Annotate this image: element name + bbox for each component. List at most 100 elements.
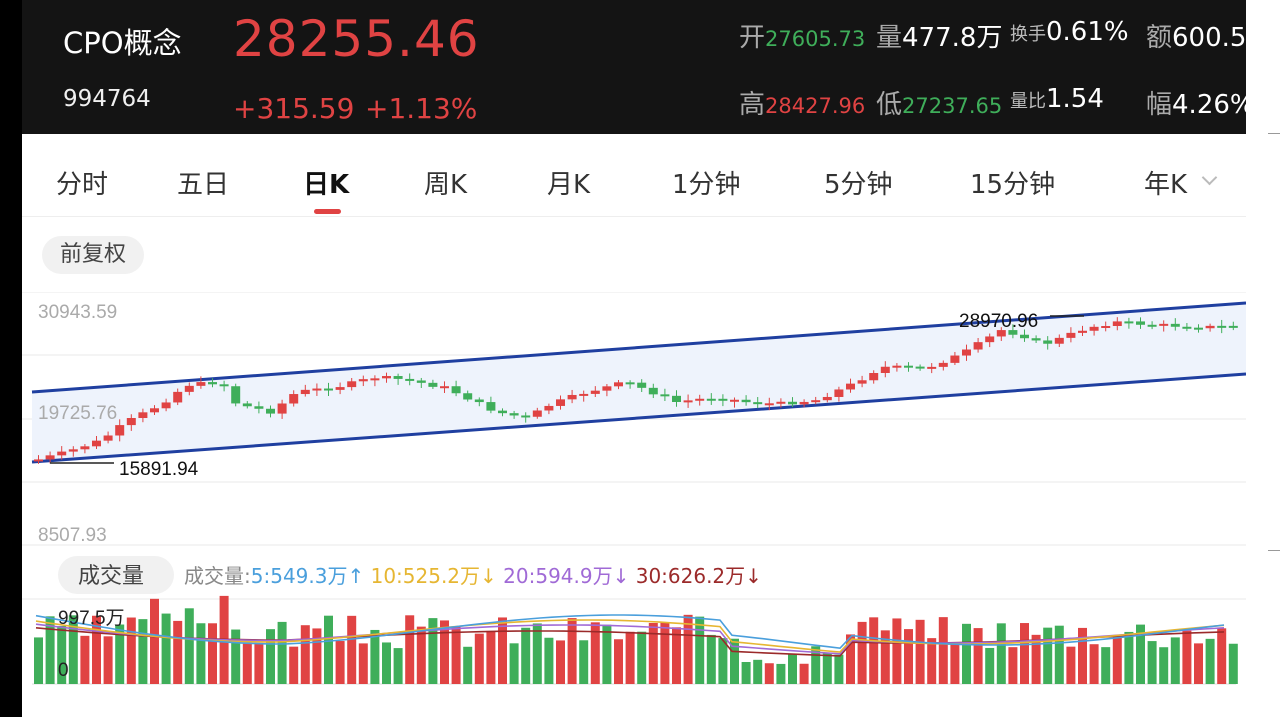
volume-bar: [834, 654, 844, 684]
volume-bar: [277, 621, 287, 684]
y-axis-label: 19725.76: [38, 403, 117, 424]
volume-bar: [1182, 630, 1192, 684]
candle: [1194, 327, 1203, 330]
amount-label: 额: [1146, 23, 1173, 53]
candle: [904, 365, 913, 368]
candle: [1159, 323, 1169, 326]
candle: [80, 446, 90, 450]
scrollbar[interactable]: [1246, 0, 1280, 717]
volume-bar: [753, 659, 763, 684]
candle: [730, 399, 739, 402]
volume-bar: [579, 640, 589, 684]
ma10-line: [35, 619, 1225, 653]
volume-bar: [405, 615, 415, 684]
candle: [927, 366, 937, 369]
candle: [614, 382, 623, 387]
volume-max-label: 997.5万: [58, 608, 125, 629]
candle: [1031, 338, 1041, 341]
volume-bar: [788, 653, 797, 684]
volume-bar: [660, 622, 670, 684]
tab-intraday[interactable]: 分时: [56, 170, 109, 200]
candle: [892, 365, 902, 368]
volume-bar: [776, 663, 786, 684]
volume-bar: [625, 631, 635, 684]
candle: [985, 336, 995, 343]
tab-daily-k[interactable]: 日K: [303, 170, 350, 200]
candle: [625, 382, 635, 385]
candle: [753, 402, 763, 405]
tab-yearly-k[interactable]: 年K: [1144, 170, 1188, 200]
volume-bar: [254, 642, 264, 684]
channel-upper-line: [31, 301, 1246, 394]
candle: [556, 399, 565, 406]
tab-5min[interactable]: 5分钟: [824, 170, 893, 200]
volume-bar: [382, 642, 391, 684]
stat-amount: 额600.5: [1146, 17, 1246, 54]
tab-monthly-k[interactable]: 月K: [547, 170, 591, 200]
candle: [92, 440, 101, 447]
volume-bar: [1043, 627, 1053, 684]
volume-bar: [672, 627, 681, 684]
volume-bar: [904, 629, 913, 684]
stat-high: 高28427.96: [739, 84, 865, 121]
candle: [289, 394, 299, 404]
min-price-label: 15891.94: [119, 459, 199, 480]
amplitude-value: 4.26%: [1172, 90, 1246, 120]
candle: [695, 398, 705, 401]
scroll-tick: [1268, 133, 1280, 134]
quote-header: CPO概念 994764 28255.46 +315.59 +1.13% 开27…: [22, 0, 1246, 134]
candle: [324, 388, 333, 391]
candle: [579, 393, 589, 396]
candle: [231, 386, 241, 404]
candle: [486, 402, 496, 411]
volume-legend: 成交量:5:549.3万↑ 10:525.2万↓ 20:594.9万↓ 30:6…: [184, 564, 762, 588]
candle: [660, 394, 670, 397]
chart-area[interactable]: 30943.59 19725.76 8507.93 28970.96 15891.94 成…: [22, 291, 1246, 712]
candle: [915, 366, 925, 369]
tab-five-day[interactable]: 五日: [177, 170, 230, 200]
candle: [672, 395, 681, 402]
candle: [103, 435, 113, 441]
volume-bar: [648, 622, 658, 684]
volume-bar: [869, 617, 879, 684]
volume-bar: [683, 614, 693, 684]
vol-ratio-label: 量比: [1010, 91, 1046, 112]
tab-weekly-k[interactable]: 周K: [424, 170, 468, 200]
volume-value: 477.8万: [902, 23, 1003, 53]
candle: [266, 408, 275, 414]
volume-bar: [1101, 647, 1111, 684]
ma20-line: [35, 623, 1225, 655]
ma5-line: [35, 614, 1225, 650]
stat-open: 开27605.73: [739, 17, 865, 54]
candle: [393, 376, 403, 379]
volume-legend-item: 30:626.2万↓: [629, 564, 762, 588]
volume-legend-item: 成交量:: [184, 564, 251, 588]
adjust-button[interactable]: 前复权: [42, 236, 145, 274]
volume-bar: [138, 619, 148, 684]
candle: [811, 400, 821, 403]
open-value: 27605.73: [765, 27, 866, 51]
candle: [590, 390, 600, 394]
stock-app: CPO概念 994764 28255.46 +315.59 +1.13% 开27…: [22, 0, 1246, 717]
candle: [973, 342, 983, 350]
volume-bar: [57, 625, 67, 684]
candle: [347, 381, 357, 388]
volume-bar: [370, 629, 380, 684]
candle: [451, 386, 461, 394]
candle: [648, 387, 658, 395]
volume-bar: [1054, 625, 1064, 684]
candle: [1112, 321, 1122, 327]
tab-1min[interactable]: 1分钟: [672, 170, 741, 200]
amplitude-label: 幅: [1146, 90, 1173, 120]
candle: [416, 380, 426, 383]
volume-bar: [312, 628, 322, 684]
tab-15min[interactable]: 15分钟: [970, 170, 1056, 200]
volume-bar: [161, 613, 171, 684]
volume-bar: [80, 635, 90, 684]
candle: [208, 382, 217, 385]
volume-bar: [173, 620, 183, 684]
volume-bar: [892, 618, 902, 684]
volume-bar: [1205, 638, 1215, 684]
volume-bar: [92, 615, 101, 684]
candle: [741, 399, 751, 403]
